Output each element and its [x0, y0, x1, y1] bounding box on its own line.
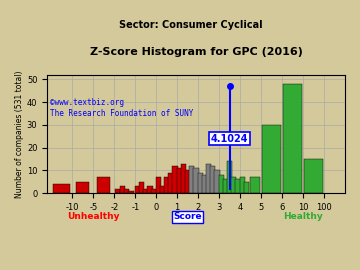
Bar [135, 186, 140, 193]
Bar [235, 180, 240, 193]
Bar [181, 164, 186, 193]
Bar [160, 186, 165, 193]
Text: Score: Score [174, 212, 202, 221]
Bar [124, 188, 130, 193]
Title: Z-Score Histogram for GPC (2016): Z-Score Histogram for GPC (2016) [90, 48, 302, 58]
Bar [193, 168, 199, 193]
Bar [244, 182, 249, 193]
Text: Unhealthy: Unhealthy [67, 212, 120, 221]
Bar [227, 161, 232, 193]
Bar [231, 177, 237, 193]
Y-axis label: Number of companies (531 total): Number of companies (531 total) [15, 70, 24, 198]
Bar [304, 159, 323, 193]
Bar [156, 177, 161, 193]
Bar [76, 182, 89, 193]
Bar [129, 191, 134, 193]
Bar [198, 173, 203, 193]
Bar [185, 170, 190, 193]
Bar [262, 125, 281, 193]
Bar [98, 177, 110, 193]
Bar [120, 186, 125, 193]
Bar [53, 184, 70, 193]
Bar [164, 177, 169, 193]
Text: Healthy: Healthy [283, 212, 323, 221]
Bar [168, 173, 174, 193]
Text: ©www.textbiz.org: ©www.textbiz.org [50, 99, 124, 107]
Bar [143, 188, 148, 193]
Bar [202, 175, 207, 193]
Bar [152, 188, 157, 193]
Text: 4.1024: 4.1024 [211, 134, 248, 144]
Bar [206, 164, 211, 193]
Bar [172, 166, 178, 193]
Bar [240, 177, 245, 193]
Bar [189, 166, 194, 193]
Text: Sector: Consumer Cyclical: Sector: Consumer Cyclical [119, 20, 262, 30]
Text: The Research Foundation of SUNY: The Research Foundation of SUNY [50, 109, 193, 118]
Bar [283, 84, 302, 193]
Bar [210, 166, 216, 193]
Bar [223, 180, 228, 193]
Bar [139, 182, 144, 193]
Bar [215, 170, 220, 193]
Bar [115, 188, 120, 193]
Bar [147, 186, 153, 193]
Bar [219, 175, 224, 193]
Bar [177, 168, 182, 193]
Bar [249, 177, 260, 193]
